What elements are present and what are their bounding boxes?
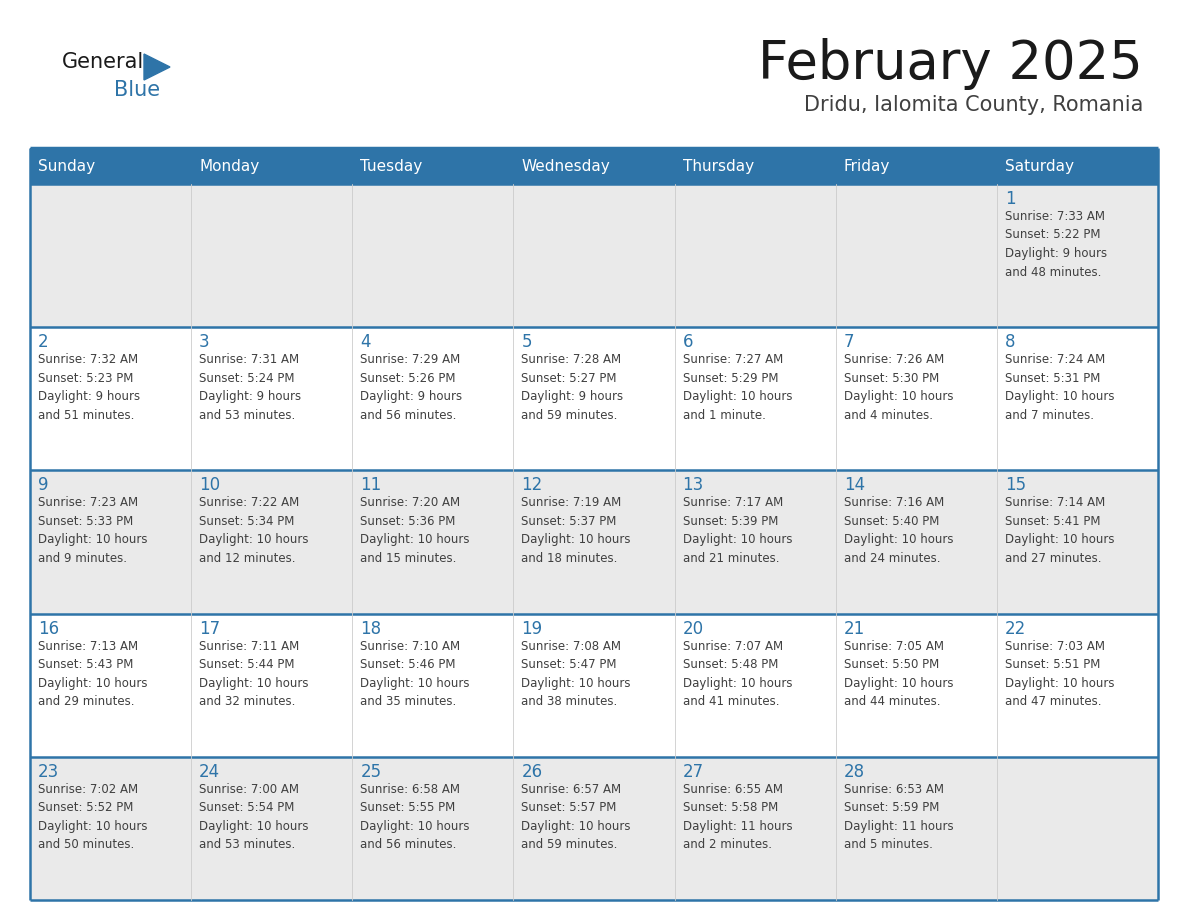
Text: 3: 3 [200, 333, 210, 352]
Bar [30, 756, 1158, 900]
Text: 19: 19 [522, 620, 543, 638]
Text: Sunrise: 7:20 AM
Sunset: 5:36 PM
Daylight: 10 hours
and 15 minutes.: Sunrise: 7:20 AM Sunset: 5:36 PM Dayligh… [360, 497, 469, 565]
Bar [30, 184, 1158, 327]
Text: 18: 18 [360, 620, 381, 638]
Text: 17: 17 [200, 620, 220, 638]
Text: 7: 7 [843, 333, 854, 352]
Text: 24: 24 [200, 763, 220, 781]
Bar [30, 327, 1158, 470]
Text: 14: 14 [843, 476, 865, 495]
Text: 21: 21 [843, 620, 865, 638]
Text: 10: 10 [200, 476, 220, 495]
Text: Sunday: Sunday [38, 159, 95, 174]
Text: 11: 11 [360, 476, 381, 495]
Polygon shape [144, 54, 170, 80]
Text: Sunrise: 7:26 AM
Sunset: 5:30 PM
Daylight: 10 hours
and 4 minutes.: Sunrise: 7:26 AM Sunset: 5:30 PM Dayligh… [843, 353, 953, 421]
Bar [30, 613, 1158, 756]
Text: 6: 6 [683, 333, 693, 352]
Text: Friday: Friday [843, 159, 890, 174]
Text: 9: 9 [38, 476, 49, 495]
Text: Sunrise: 7:27 AM
Sunset: 5:29 PM
Daylight: 10 hours
and 1 minute.: Sunrise: 7:27 AM Sunset: 5:29 PM Dayligh… [683, 353, 792, 421]
Text: Sunrise: 7:05 AM
Sunset: 5:50 PM
Daylight: 10 hours
and 44 minutes.: Sunrise: 7:05 AM Sunset: 5:50 PM Dayligh… [843, 640, 953, 708]
Text: Sunrise: 7:19 AM
Sunset: 5:37 PM
Daylight: 10 hours
and 18 minutes.: Sunrise: 7:19 AM Sunset: 5:37 PM Dayligh… [522, 497, 631, 565]
Text: 5: 5 [522, 333, 532, 352]
Text: Dridu, Ialomita County, Romania: Dridu, Ialomita County, Romania [803, 95, 1143, 115]
Text: Sunrise: 7:22 AM
Sunset: 5:34 PM
Daylight: 10 hours
and 12 minutes.: Sunrise: 7:22 AM Sunset: 5:34 PM Dayligh… [200, 497, 309, 565]
Text: Sunrise: 7:31 AM
Sunset: 5:24 PM
Daylight: 9 hours
and 53 minutes.: Sunrise: 7:31 AM Sunset: 5:24 PM Dayligh… [200, 353, 302, 421]
Text: Thursday: Thursday [683, 159, 753, 174]
Text: Sunrise: 7:13 AM
Sunset: 5:43 PM
Daylight: 10 hours
and 29 minutes.: Sunrise: 7:13 AM Sunset: 5:43 PM Dayligh… [38, 640, 147, 708]
Text: Sunrise: 7:29 AM
Sunset: 5:26 PM
Daylight: 9 hours
and 56 minutes.: Sunrise: 7:29 AM Sunset: 5:26 PM Dayligh… [360, 353, 462, 421]
Text: Sunrise: 7:16 AM
Sunset: 5:40 PM
Daylight: 10 hours
and 24 minutes.: Sunrise: 7:16 AM Sunset: 5:40 PM Dayligh… [843, 497, 953, 565]
Text: Sunrise: 7:03 AM
Sunset: 5:51 PM
Daylight: 10 hours
and 47 minutes.: Sunrise: 7:03 AM Sunset: 5:51 PM Dayligh… [1005, 640, 1114, 708]
Text: Sunrise: 7:32 AM
Sunset: 5:23 PM
Daylight: 9 hours
and 51 minutes.: Sunrise: 7:32 AM Sunset: 5:23 PM Dayligh… [38, 353, 140, 421]
Text: Blue: Blue [114, 80, 160, 100]
Text: 15: 15 [1005, 476, 1026, 495]
Text: General: General [62, 52, 144, 72]
Text: Sunrise: 7:14 AM
Sunset: 5:41 PM
Daylight: 10 hours
and 27 minutes.: Sunrise: 7:14 AM Sunset: 5:41 PM Dayligh… [1005, 497, 1114, 565]
Text: Sunrise: 7:24 AM
Sunset: 5:31 PM
Daylight: 10 hours
and 7 minutes.: Sunrise: 7:24 AM Sunset: 5:31 PM Dayligh… [1005, 353, 1114, 421]
Text: Sunrise: 7:08 AM
Sunset: 5:47 PM
Daylight: 10 hours
and 38 minutes.: Sunrise: 7:08 AM Sunset: 5:47 PM Dayligh… [522, 640, 631, 708]
Text: Sunrise: 7:02 AM
Sunset: 5:52 PM
Daylight: 10 hours
and 50 minutes.: Sunrise: 7:02 AM Sunset: 5:52 PM Dayligh… [38, 783, 147, 851]
Text: Sunrise: 7:33 AM
Sunset: 5:22 PM
Daylight: 9 hours
and 48 minutes.: Sunrise: 7:33 AM Sunset: 5:22 PM Dayligh… [1005, 210, 1107, 278]
Text: 25: 25 [360, 763, 381, 781]
Bar [30, 470, 1158, 613]
Text: Saturday: Saturday [1005, 159, 1074, 174]
Text: Sunrise: 7:00 AM
Sunset: 5:54 PM
Daylight: 10 hours
and 53 minutes.: Sunrise: 7:00 AM Sunset: 5:54 PM Dayligh… [200, 783, 309, 851]
Text: Sunrise: 6:57 AM
Sunset: 5:57 PM
Daylight: 10 hours
and 59 minutes.: Sunrise: 6:57 AM Sunset: 5:57 PM Dayligh… [522, 783, 631, 851]
Text: 4: 4 [360, 333, 371, 352]
Text: 8: 8 [1005, 333, 1016, 352]
Text: 28: 28 [843, 763, 865, 781]
Text: 27: 27 [683, 763, 703, 781]
Text: Tuesday: Tuesday [360, 159, 423, 174]
Text: Sunrise: 6:53 AM
Sunset: 5:59 PM
Daylight: 11 hours
and 5 minutes.: Sunrise: 6:53 AM Sunset: 5:59 PM Dayligh… [843, 783, 953, 851]
Text: 26: 26 [522, 763, 543, 781]
Text: Sunrise: 6:55 AM
Sunset: 5:58 PM
Daylight: 11 hours
and 2 minutes.: Sunrise: 6:55 AM Sunset: 5:58 PM Dayligh… [683, 783, 792, 851]
Text: Wednesday: Wednesday [522, 159, 611, 174]
Text: Sunrise: 7:17 AM
Sunset: 5:39 PM
Daylight: 10 hours
and 21 minutes.: Sunrise: 7:17 AM Sunset: 5:39 PM Dayligh… [683, 497, 792, 565]
Text: 2: 2 [38, 333, 49, 352]
Text: Sunrise: 6:58 AM
Sunset: 5:55 PM
Daylight: 10 hours
and 56 minutes.: Sunrise: 6:58 AM Sunset: 5:55 PM Dayligh… [360, 783, 469, 851]
Text: 23: 23 [38, 763, 59, 781]
Text: Sunrise: 7:07 AM
Sunset: 5:48 PM
Daylight: 10 hours
and 41 minutes.: Sunrise: 7:07 AM Sunset: 5:48 PM Dayligh… [683, 640, 792, 708]
Text: 12: 12 [522, 476, 543, 495]
Text: 20: 20 [683, 620, 703, 638]
Text: Sunrise: 7:11 AM
Sunset: 5:44 PM
Daylight: 10 hours
and 32 minutes.: Sunrise: 7:11 AM Sunset: 5:44 PM Dayligh… [200, 640, 309, 708]
Text: 1: 1 [1005, 190, 1016, 208]
Bar [30, 148, 1158, 184]
Text: Monday: Monday [200, 159, 259, 174]
Text: Sunrise: 7:23 AM
Sunset: 5:33 PM
Daylight: 10 hours
and 9 minutes.: Sunrise: 7:23 AM Sunset: 5:33 PM Dayligh… [38, 497, 147, 565]
Text: Sunrise: 7:10 AM
Sunset: 5:46 PM
Daylight: 10 hours
and 35 minutes.: Sunrise: 7:10 AM Sunset: 5:46 PM Dayligh… [360, 640, 469, 708]
Text: 13: 13 [683, 476, 703, 495]
Text: 22: 22 [1005, 620, 1026, 638]
Text: February 2025: February 2025 [758, 38, 1143, 90]
Text: Sunrise: 7:28 AM
Sunset: 5:27 PM
Daylight: 9 hours
and 59 minutes.: Sunrise: 7:28 AM Sunset: 5:27 PM Dayligh… [522, 353, 624, 421]
Text: 16: 16 [38, 620, 59, 638]
